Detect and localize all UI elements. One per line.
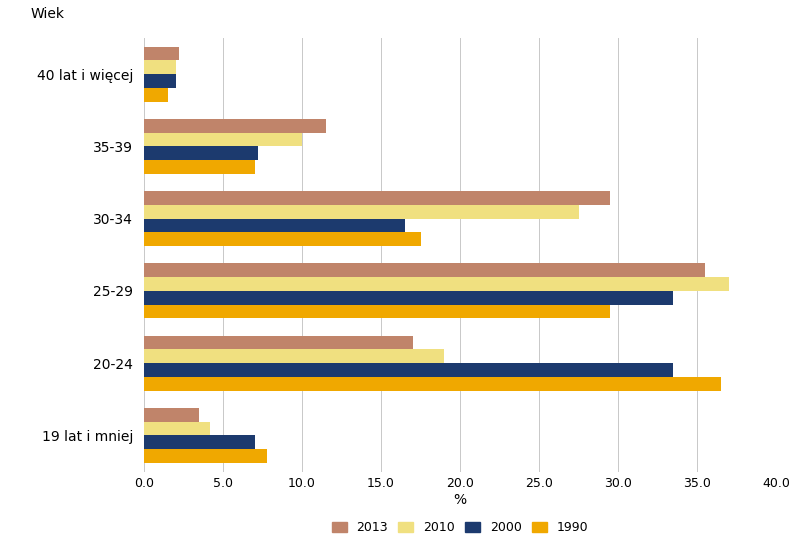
Bar <box>144 205 578 218</box>
Bar <box>144 88 168 101</box>
Bar <box>144 422 210 435</box>
Bar <box>144 60 176 74</box>
Bar <box>144 47 178 60</box>
Bar <box>144 435 254 449</box>
Bar <box>144 119 326 133</box>
Bar <box>144 377 721 391</box>
Bar <box>144 191 610 205</box>
Bar <box>144 408 199 422</box>
Bar <box>144 263 705 277</box>
Legend: 2013, 2010, 2000, 1990: 2013, 2010, 2000, 1990 <box>331 521 589 534</box>
Bar <box>144 146 258 160</box>
Bar <box>144 335 413 350</box>
Bar <box>144 277 729 291</box>
Bar <box>144 363 674 377</box>
Bar <box>144 291 674 305</box>
Text: Wiek: Wiek <box>30 7 64 21</box>
Bar <box>144 305 610 318</box>
Bar <box>144 74 176 88</box>
Bar <box>144 218 405 233</box>
Bar <box>144 350 444 363</box>
X-axis label: %: % <box>454 493 466 507</box>
Bar <box>144 133 302 146</box>
Bar <box>144 449 267 463</box>
Bar <box>144 233 421 246</box>
Bar <box>144 160 254 174</box>
